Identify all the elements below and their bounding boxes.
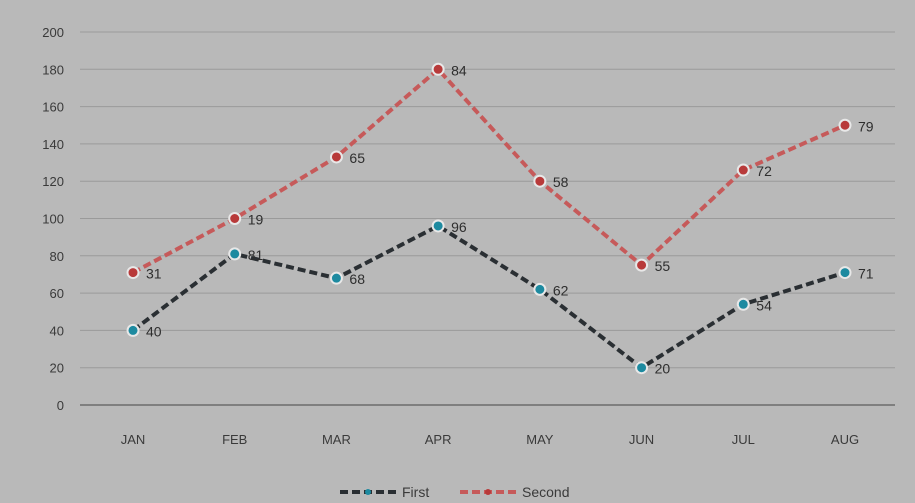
data-point-first (635, 361, 649, 375)
data-point-second (838, 118, 852, 132)
data-point-second (431, 62, 445, 76)
data-label-second: 84 (451, 62, 467, 78)
x-tick-label: FEB (222, 432, 247, 447)
legend-label-second: Second (522, 484, 569, 500)
gridlines (80, 31, 895, 406)
series-line-first (131, 223, 846, 370)
data-label-second: 58 (553, 174, 569, 190)
y-tick-label: 180 (42, 62, 64, 77)
data-labels: 40 81 68 96 62 20 54 71 31 19 65 84 58 55 72 79 (146, 62, 874, 376)
data-point-first (329, 271, 343, 285)
data-point-second (736, 163, 750, 177)
y-tick-label: 0 (57, 398, 64, 413)
series-lines (126, 62, 852, 375)
data-point-second (635, 258, 649, 272)
y-tick-label: 40 (50, 323, 64, 338)
data-label-second: 65 (349, 150, 365, 166)
data-point-second (533, 174, 547, 188)
y-tick-label: 140 (42, 137, 64, 152)
data-point-first (431, 219, 445, 233)
data-label-first: 81 (248, 247, 264, 263)
data-label-first: 68 (349, 271, 365, 287)
data-label-second: 31 (146, 266, 162, 282)
data-point-first (126, 323, 140, 337)
legend: First Second (340, 484, 569, 500)
data-label-first: 71 (858, 266, 874, 282)
y-tick-label: 100 (42, 212, 64, 227)
x-tick-label: JUL (732, 432, 755, 447)
x-tick-label: JAN (121, 432, 146, 447)
data-label-first: 96 (451, 219, 467, 235)
x-tick-label: MAR (322, 432, 351, 447)
data-label-second: 72 (756, 163, 772, 179)
y-tick-label: 120 (42, 174, 64, 189)
data-label-first: 40 (146, 323, 162, 339)
legend-marker-second (485, 489, 491, 495)
legend-label-first: First (402, 484, 429, 500)
data-point-second (329, 150, 343, 164)
y-tick-label: 160 (42, 100, 64, 115)
x-tick-label: MAY (526, 432, 554, 447)
data-point-first (838, 266, 852, 280)
y-tick-label: 20 (50, 361, 64, 376)
y-tick-label: 60 (50, 286, 64, 301)
y-tick-label: 80 (50, 249, 64, 264)
data-label-second: 55 (655, 258, 671, 274)
axes: 0 20 40 60 80 100 120 140 160 180 200 JAN FEB MAR APR M… (42, 25, 859, 447)
data-label-first: 62 (553, 282, 569, 298)
data-point-first (228, 247, 242, 261)
x-tick-label: AUG (831, 432, 859, 447)
x-tick-label: APR (425, 432, 452, 447)
data-label-first: 54 (756, 297, 772, 313)
data-point-second (228, 212, 242, 225)
data-label-first: 20 (655, 361, 671, 377)
data-point-first (736, 297, 750, 311)
data-point-second (126, 266, 140, 280)
legend-marker-first (365, 489, 371, 495)
data-label-second: 19 (248, 212, 264, 228)
data-label-second: 79 (858, 118, 874, 134)
x-tick-label: JUN (629, 432, 654, 447)
series-line-second (132, 67, 846, 275)
y-tick-label: 200 (42, 25, 64, 40)
data-point-first (533, 282, 547, 296)
